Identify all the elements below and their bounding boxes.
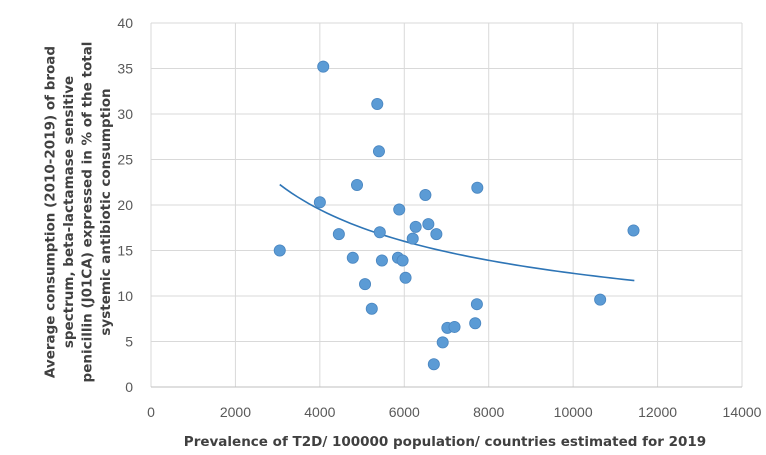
- data-point: [594, 293, 607, 306]
- data-point: [419, 188, 432, 201]
- grid-lines: [150, 22, 743, 388]
- data-point: [317, 60, 330, 73]
- y-tick-label: 20: [117, 197, 133, 213]
- y-axis-title-line: systemic antibiotic consumption: [98, 88, 114, 335]
- y-tick-label: 10: [117, 288, 133, 304]
- y-axis-title-line: penicillin (J01CA) expressed in % of the…: [79, 42, 95, 383]
- trendline: [279, 183, 635, 282]
- y-tick-labels: 0 5 10 15 20 25 30 35 40: [117, 15, 133, 395]
- y-tick-label: 5: [125, 334, 133, 350]
- data-point: [372, 145, 385, 158]
- data-point: [422, 218, 435, 231]
- data-point: [448, 320, 461, 333]
- x-tick-label: 4000: [304, 404, 335, 420]
- x-tick-label: 14000: [723, 404, 762, 420]
- data-point: [393, 203, 406, 216]
- data-point: [427, 358, 440, 371]
- data-point: [409, 220, 422, 233]
- y-tick-label: 35: [117, 61, 133, 77]
- x-tick-label: 0: [147, 404, 155, 420]
- y-tick-label: 15: [117, 243, 133, 259]
- y-axis-title: Average consumption (2010-2019) of broad…: [42, 42, 114, 383]
- data-point: [373, 226, 386, 239]
- data-point: [471, 181, 484, 194]
- y-tick-label: 40: [117, 15, 133, 31]
- y-tick-label: 25: [117, 152, 133, 168]
- data-point: [351, 178, 364, 191]
- trendline-layer: [279, 183, 635, 282]
- data-point: [313, 196, 326, 209]
- x-tick-label: 10000: [554, 404, 593, 420]
- x-axis-title: Prevalence of T2D/ 100000 population/ co…: [184, 434, 706, 450]
- data-point: [436, 336, 449, 349]
- data-point: [273, 244, 286, 257]
- x-tick-label: 8000: [473, 404, 504, 420]
- data-point: [469, 317, 482, 330]
- data-point: [627, 224, 640, 237]
- x-tick-label: 12000: [638, 404, 677, 420]
- data-point: [359, 278, 372, 291]
- y-axis-title-line: Average consumption (2010-2019) of broad: [42, 46, 58, 378]
- x-tick-labels: 0 2000 4000 6000 8000 10000 12000 14000: [147, 404, 762, 420]
- data-point: [365, 302, 378, 315]
- data-point: [396, 254, 409, 267]
- y-tick-label: 0: [125, 379, 133, 395]
- data-point: [371, 97, 384, 110]
- data-point: [406, 232, 419, 245]
- data-point: [470, 298, 483, 311]
- data-points: [273, 60, 640, 371]
- y-tick-label: 30: [117, 106, 133, 122]
- x-tick-label: 2000: [220, 404, 251, 420]
- data-point: [430, 228, 443, 241]
- data-point: [346, 251, 359, 264]
- y-axis-title-line: spectrum, beta-lactamase sensitive: [61, 76, 77, 348]
- data-point: [332, 228, 345, 241]
- x-tick-label: 6000: [389, 404, 420, 420]
- data-point: [399, 271, 412, 284]
- data-point: [375, 254, 388, 267]
